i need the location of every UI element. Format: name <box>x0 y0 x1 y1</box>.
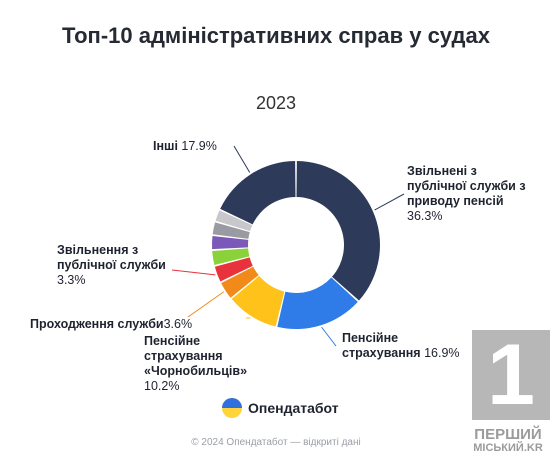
label-inshi: Інші 17.9% <box>153 139 217 154</box>
donut-slice-7 <box>212 222 250 239</box>
label-prokhodzhennia-name: Проходження служби <box>30 317 164 331</box>
donut-slice-3 <box>221 266 259 298</box>
label-zvilneni-line2: публічної служби з <box>407 179 526 193</box>
label-zvilnennia: Звільнення з публічної служби 3.3% <box>57 243 166 288</box>
opendatabot-logo: Опендатабот <box>222 398 339 418</box>
donut-slice-0 <box>296 161 381 301</box>
leader-inshi <box>233 145 251 173</box>
label-zvilnennia-line1: Звільнення з <box>57 243 139 257</box>
donut-slice-5 <box>212 248 250 265</box>
label-pensiine-line1: Пенсійне <box>342 331 399 345</box>
donut-slice-2 <box>231 275 285 327</box>
label-chornobyl-line2: страхування <box>144 349 223 363</box>
label-zvilneni-line3: приводу пенсій <box>407 194 504 208</box>
label-chornobyl-line1: Пенсійне <box>144 334 201 348</box>
footer-copyright: © 2024 Опендатабот — відкриті дані <box>191 437 361 448</box>
leader-pensiine <box>321 326 337 347</box>
label-zvilneni-value: 36.3% <box>407 209 443 223</box>
leader-zvilneni <box>374 193 405 211</box>
opendatabot-logo-text: Опендатабот <box>248 400 339 416</box>
leader-zvilnennia <box>171 269 216 276</box>
label-chornobyl: Пенсійне страхування «Чорнобильців» 10.2… <box>144 334 247 394</box>
label-prokhodzhennia: Проходження служби3.6% <box>30 317 193 332</box>
chart-title: Топ-10 адміністративних справ у судах <box>62 23 490 48</box>
watermark-pershyi-miskyi: 1 ПЕРШИЙ МІСЬКИЙ.KR <box>466 327 550 458</box>
donut-slice-8 <box>215 210 253 232</box>
label-zvilneni-pensii: Звільнені з публічної служби з приводу п… <box>407 164 526 224</box>
donut-slice-1 <box>277 277 358 329</box>
label-zvilneni-line1: Звільнені з <box>407 164 477 178</box>
label-prokhodzhennia-value: 3.6% <box>163 317 193 331</box>
donut-slice-9 <box>220 161 296 225</box>
label-inshi-name: Інші <box>153 139 178 153</box>
label-zvilnennia-line2: публічної служби <box>57 258 166 272</box>
label-pensiine-line2: страхування <box>342 346 421 360</box>
donut-slice-4 <box>214 257 253 282</box>
watermark-line2: МІСЬКИЙ.KR <box>473 442 543 454</box>
watermark-digit: 1 <box>472 327 550 423</box>
label-inshi-value: 17.9% <box>181 139 217 153</box>
label-pensiine: Пенсійне страхування 16.9% <box>342 331 460 361</box>
donut-slice-6 <box>212 236 249 250</box>
label-chornobyl-line3: «Чорнобильців» <box>144 364 248 378</box>
watermark-line1: ПЕРШИЙ <box>474 426 542 443</box>
label-chornobyl-value: 10.2% <box>144 379 180 393</box>
opendatabot-logo-icon <box>222 398 242 418</box>
label-zvilnennia-value: 3.3% <box>57 273 86 287</box>
chart-subtitle: 2023 <box>255 93 297 113</box>
label-pensiine-value: 16.9% <box>424 346 460 360</box>
